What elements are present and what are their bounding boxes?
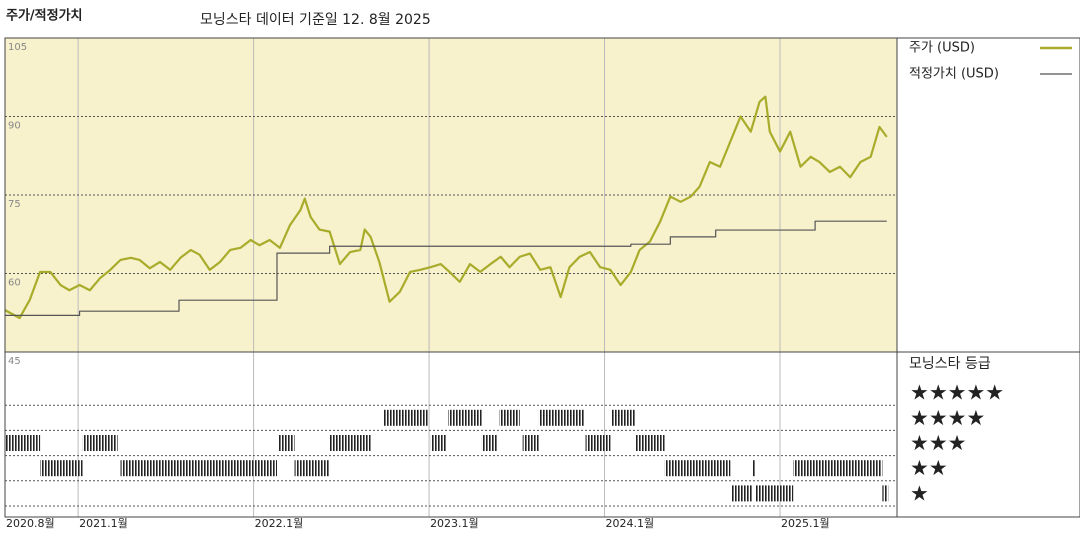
rating-bar	[120, 460, 277, 477]
rating-label: ★★★★★	[910, 381, 1004, 405]
y-tick-label: 45	[8, 356, 21, 367]
series-line	[4, 95, 888, 320]
rating-bar	[5, 435, 41, 451]
rating-label: ★★★★	[910, 406, 985, 430]
chart-title: 주가/적정가치	[6, 8, 83, 24]
rating-bar	[585, 435, 611, 451]
rating-bar	[538, 409, 585, 426]
rating-bar	[40, 460, 83, 477]
x-tick-label: 2023.1월	[430, 517, 479, 530]
rating-bar	[752, 460, 756, 477]
legend-label: 주가 (USD)	[909, 41, 975, 56]
rating-bar	[882, 485, 889, 502]
rating-label: ★★	[910, 456, 948, 480]
rating-bar	[383, 409, 428, 426]
y-tick-label: 60	[8, 278, 21, 289]
rating-bar	[294, 460, 330, 477]
rating-bar	[82, 435, 118, 451]
x-tick-label: 2021.1월	[79, 517, 128, 530]
legend-label: 적정가치 (USD)	[909, 67, 999, 82]
rating-label: ★★★	[910, 431, 966, 455]
rating-bar	[731, 485, 753, 502]
y-tick-label: 90	[8, 121, 21, 132]
series-line	[5, 220, 887, 316]
x-tick-label: 2022.1월	[255, 517, 304, 530]
rating-bar	[664, 460, 731, 477]
rating-bar	[755, 485, 794, 502]
rating-bar	[611, 409, 636, 426]
rating-bar	[278, 435, 295, 451]
chart-subtitle: 모닝스타 데이터 기준일 12. 8월 2025	[200, 12, 431, 28]
frame	[4, 37, 1080, 518]
rating-bar	[329, 435, 371, 451]
x-tick-label: 2025.1월	[781, 517, 830, 530]
y-tick-label: 75	[8, 199, 21, 210]
x-tick-label: 2020.8월	[6, 517, 55, 530]
rating-title: 모닝스타 등급	[909, 356, 991, 372]
rating-bar	[522, 435, 539, 451]
y-tick-label: 105	[8, 42, 27, 53]
rating-bar	[499, 409, 520, 426]
rating-bar	[430, 435, 447, 451]
x-tick-label: 2024.1월	[606, 517, 655, 530]
rating-bar	[448, 409, 482, 426]
rating-bar	[481, 435, 498, 451]
rating-bar	[635, 435, 665, 451]
rating-label: ★	[910, 481, 929, 505]
rating-bar	[793, 460, 883, 477]
